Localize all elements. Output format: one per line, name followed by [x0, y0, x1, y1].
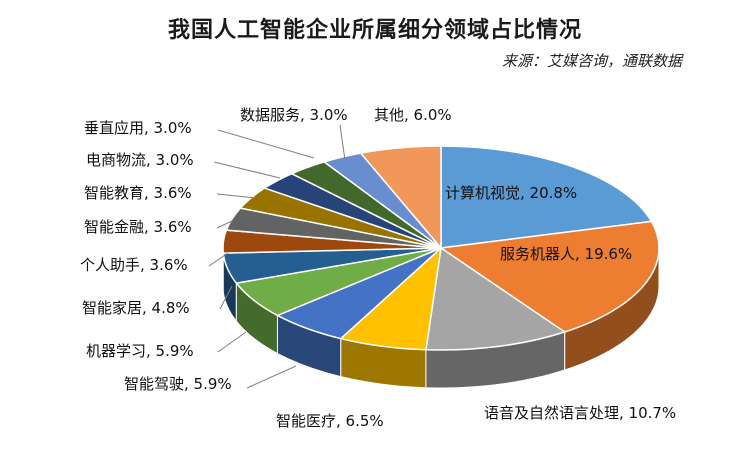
slice-label-8: 智能金融, 3.6%: [84, 218, 192, 236]
leader-line-6: [219, 285, 233, 310]
pie-sides: [222, 247, 660, 389]
leader-line-8: [216, 220, 233, 229]
slice-label-3: 智能医疗, 6.5%: [276, 412, 384, 430]
leader-line-12: [339, 124, 346, 161]
pie-slice-1: [438, 220, 660, 333]
chart-title: 我国人工智能企业所属细分领域占比情况: [167, 18, 582, 43]
leader-line-10: [213, 161, 281, 179]
leader-line-5: [217, 331, 247, 353]
slice-label-5: 机器学习, 5.9%: [86, 342, 194, 360]
pie-slice-2: [425, 246, 567, 351]
slice-label-2: 语音及自然语言处理, 10.7%: [484, 404, 676, 422]
slice-label-9: 智能教育, 3.6%: [84, 184, 192, 202]
leader-line-7: [208, 252, 229, 267]
slice-label-6: 智能家居, 4.8%: [82, 299, 190, 317]
pie-top-faces: [222, 145, 660, 351]
slice-label-7: 个人助手, 3.6%: [80, 256, 188, 274]
slice-labels: 计算机视觉, 20.8% 服务机器人, 19.6% 语音及自然语言处理, 10.7%…: [80, 106, 676, 430]
slice-label-12: 数据服务, 3.0%: [240, 106, 348, 124]
slice-label-1: 服务机器人, 19.6%: [500, 245, 632, 263]
chart-source: 来源：艾媒咨询，通联数据: [501, 52, 682, 70]
leader-line-9: [216, 193, 257, 199]
leader-line-11: [217, 129, 315, 159]
pie-slice-13: [359, 145, 442, 251]
pie-slice-0: [440, 145, 653, 249]
slice-label-13: 其他, 6.0%: [374, 106, 452, 124]
leader-line-4: [246, 365, 297, 389]
slice-label-11: 垂直应用, 3.0%: [84, 119, 192, 137]
slice-label-10: 电商物流, 3.0%: [86, 151, 194, 169]
label-leaders: [208, 124, 346, 389]
slice-label-0: 计算机视觉, 20.8%: [445, 184, 577, 202]
slice-label-4: 智能驾驶, 5.9%: [124, 375, 232, 393]
